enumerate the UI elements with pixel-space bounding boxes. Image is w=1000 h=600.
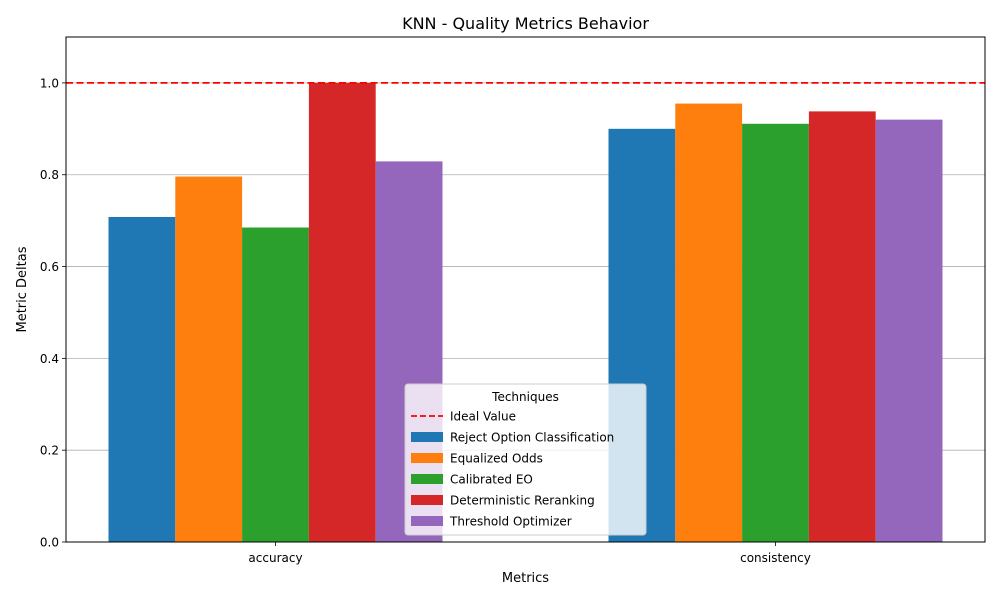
bar — [175, 176, 243, 542]
legend-entry: Equalized Odds — [450, 452, 543, 466]
legend-entry: Deterministic Reranking — [450, 494, 595, 508]
y-tick-label: 0.0 — [40, 536, 59, 550]
legend-title: Techniques — [491, 390, 559, 404]
y-tick-label: 0.8 — [40, 168, 59, 182]
y-tick-label: 0.4 — [40, 352, 59, 366]
y-axis: 0.0 0.2 0.4 0.6 0.8 1.0 — [40, 76, 66, 550]
bar — [108, 216, 176, 543]
bar — [308, 82, 376, 542]
bar — [742, 123, 809, 542]
plot-frame — [65, 36, 986, 543]
bar — [675, 103, 743, 543]
legend: Techniques Ideal Value Reject Option Class… — [404, 383, 647, 536]
x-tick-label: accuracy — [248, 551, 302, 565]
chart-title: KNN - Quality Metrics Behavior — [402, 14, 649, 33]
legend-swatch — [411, 474, 443, 484]
legend-entry: Reject Option Classification — [450, 431, 614, 445]
x-axis-label: Metrics — [502, 571, 549, 586]
x-tick-label: consistency — [740, 551, 811, 565]
x-axis: accuracy consistency — [248, 542, 811, 565]
legend-entry: Calibrated EO — [450, 473, 533, 487]
y-tick-label: 0.6 — [40, 260, 59, 274]
legend-entry: Ideal Value — [450, 410, 516, 424]
bar — [875, 119, 943, 543]
legend-entry: Threshold Optimizer — [449, 515, 572, 529]
bar — [242, 227, 309, 543]
legend-swatch — [411, 432, 443, 442]
y-tick-label: 1.0 — [40, 76, 59, 90]
legend-box — [404, 383, 647, 536]
legend-swatch — [411, 453, 443, 463]
y-tick-label: 0.2 — [40, 444, 59, 458]
bar — [808, 111, 876, 542]
y-axis-label: Metric Deltas — [15, 246, 30, 332]
legend-swatch — [411, 516, 443, 526]
legend-swatch — [411, 495, 443, 505]
